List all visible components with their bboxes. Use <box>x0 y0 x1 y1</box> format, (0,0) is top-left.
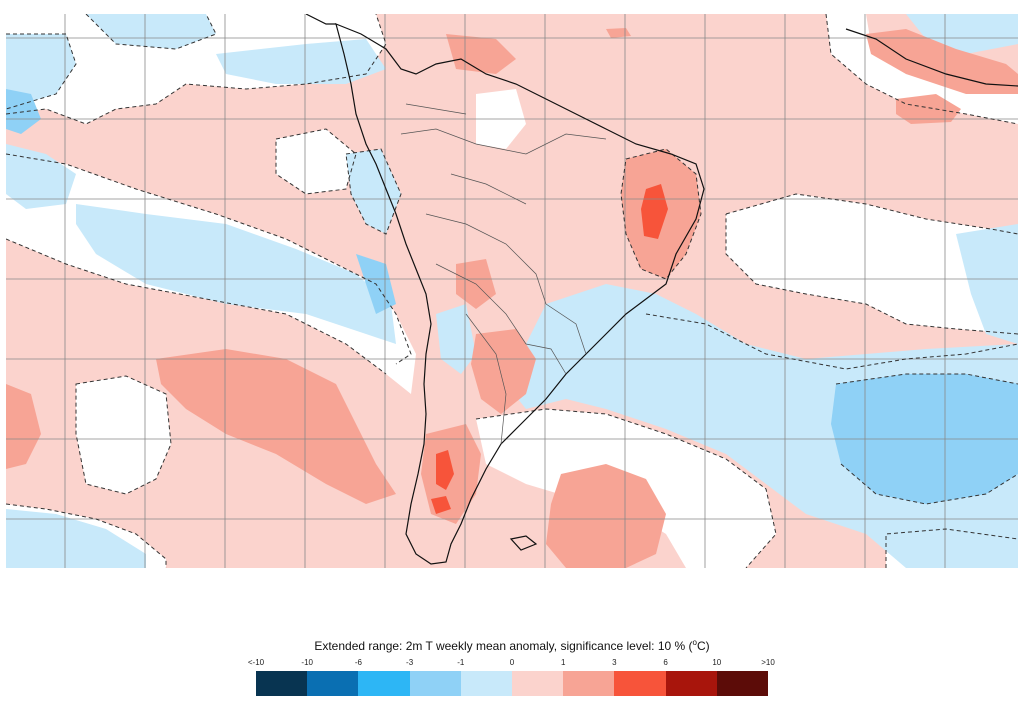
anomaly-map <box>6 14 1018 568</box>
legend-label: -6 <box>354 658 362 667</box>
legend-title-unit: C) <box>696 639 710 653</box>
legend-swatch <box>665 671 717 696</box>
legend-swatch <box>307 671 359 696</box>
legend-swatch <box>614 671 666 696</box>
legend-color-bar <box>256 671 769 696</box>
legend-label: -10 <box>301 658 313 667</box>
legend-swatch <box>563 671 615 696</box>
legend-label: 10 <box>712 658 722 667</box>
legend-label: <-10 <box>247 658 265 667</box>
legend-label: 0 <box>509 658 515 667</box>
legend-title-main: Extended range: 2m T weekly mean anomaly… <box>314 639 693 653</box>
legend-swatch <box>512 671 564 696</box>
country-borders <box>400 103 607 445</box>
legend-label: >10 <box>761 658 775 667</box>
cold-light-anomaly-zones <box>6 14 1018 568</box>
legend-swatch <box>256 671 308 696</box>
warm-mid-anomaly-zones <box>6 28 1018 568</box>
significance-contours <box>6 14 1018 568</box>
legend-title-degree: o <box>692 638 697 647</box>
legend-label: 6 <box>663 658 668 667</box>
legend-label: -3 <box>406 658 414 667</box>
legend-label: 3 <box>612 658 617 667</box>
graticule <box>6 14 1018 568</box>
warm-strong-anomaly-zones <box>431 184 668 514</box>
legend-title: Extended range: 2m T weekly mean anomaly… <box>0 638 1024 653</box>
legend-swatch <box>358 671 410 696</box>
legend-swatch <box>716 671 769 696</box>
legend-label: 1 <box>560 658 566 667</box>
legend-label: -1 <box>457 658 465 667</box>
legend-swatch <box>409 671 461 696</box>
legend-swatch <box>460 671 513 696</box>
legend-labels: <-10 -10 -6 -3 -1 0 1 3 6 10 >10 <box>0 658 1024 670</box>
